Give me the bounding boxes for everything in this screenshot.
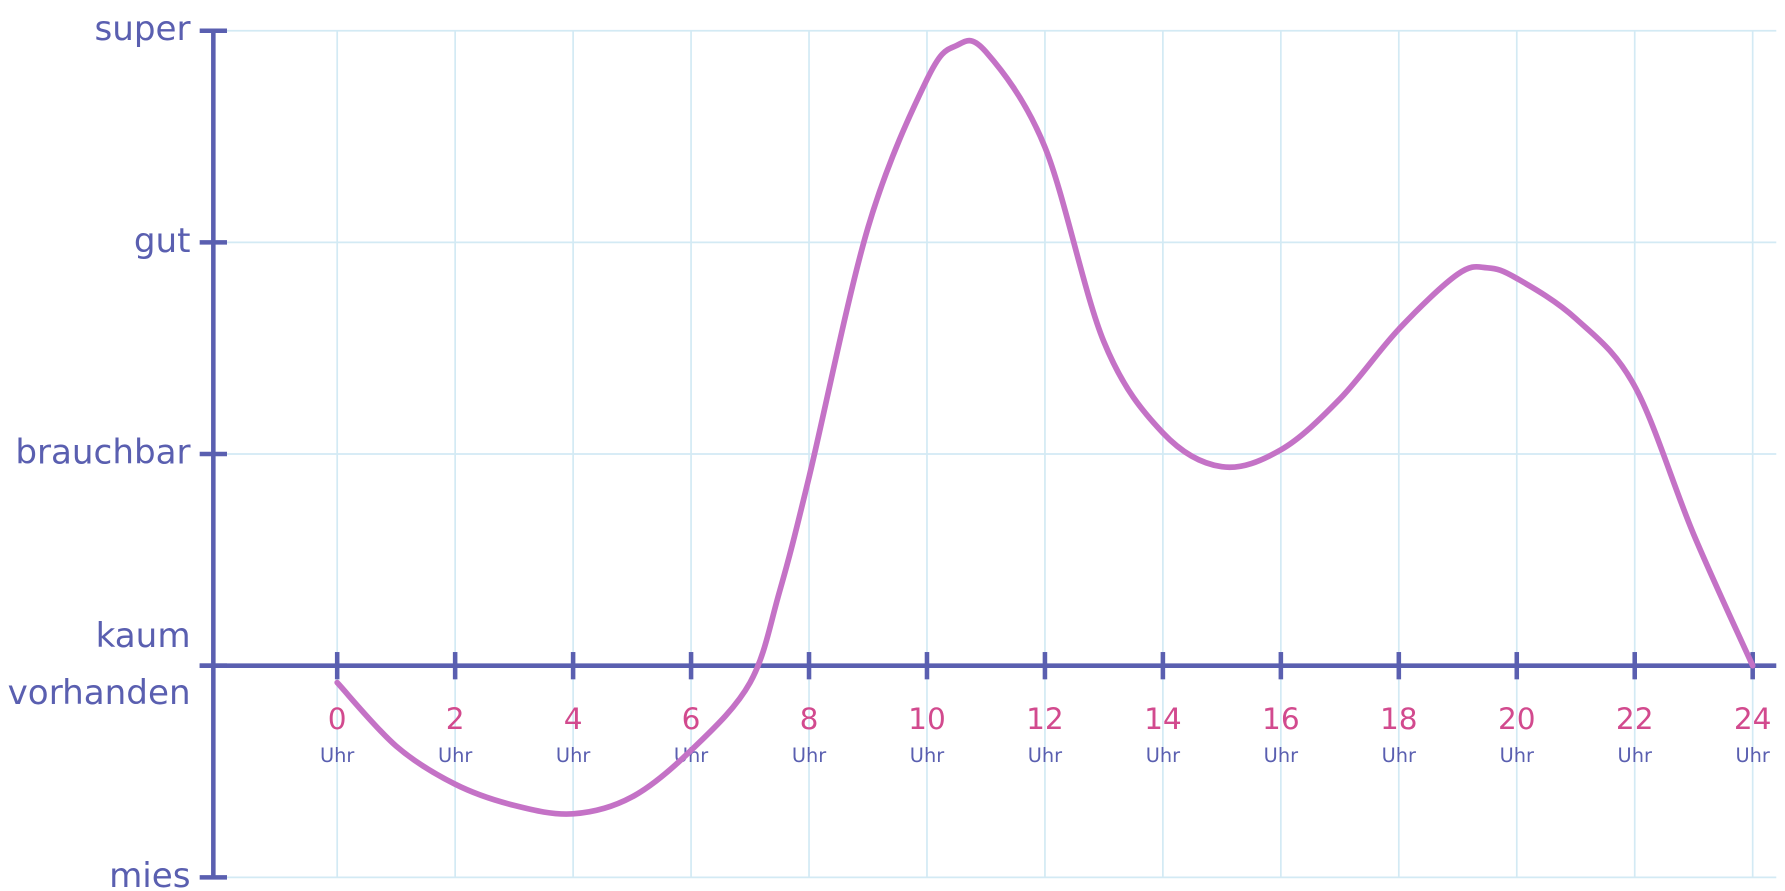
x-unit-label: Uhr <box>320 744 354 767</box>
x-tick-label: 0 <box>328 702 347 736</box>
x-unit-label: Uhr <box>1382 744 1416 767</box>
y-tick-label: super <box>94 9 191 49</box>
chart: mies kaum vorhanden brauchbar gut super 0 Uhr 2… <box>0 0 1785 891</box>
y-tick-label: kaum vorhanden <box>0 616 191 713</box>
x-tick-label: 12 <box>1026 702 1064 736</box>
x-tick-label: 18 <box>1380 702 1418 736</box>
x-tick-label: 24 <box>1734 702 1772 736</box>
x-unit-label: Uhr <box>1264 744 1298 767</box>
x-unit-label: Uhr <box>438 744 472 767</box>
x-tick-label: 22 <box>1616 702 1654 736</box>
x-unit-label: Uhr <box>1028 744 1062 767</box>
x-tick-label: 16 <box>1262 702 1300 736</box>
x-tick-label: 14 <box>1144 702 1182 736</box>
x-unit-label: Uhr <box>910 744 944 767</box>
x-tick-label: 8 <box>800 702 819 736</box>
y-tick-label: mies <box>109 856 191 891</box>
page: {"chart_data": { "type": "line", "x": [0… <box>0 0 1785 891</box>
x-tick-label: 10 <box>908 702 946 736</box>
x-tick-label: 4 <box>564 702 583 736</box>
x-unit-label: Uhr <box>556 744 590 767</box>
x-unit-label: Uhr <box>1500 744 1534 767</box>
x-unit-label: Uhr <box>1736 744 1770 767</box>
x-tick-label: 2 <box>446 702 465 736</box>
y-tick-label: brauchbar <box>15 433 191 473</box>
y-tick-label: gut <box>134 221 191 261</box>
x-unit-label: Uhr <box>1618 744 1652 767</box>
x-unit-label: Uhr <box>1146 744 1180 767</box>
x-unit-label: Uhr <box>792 744 826 767</box>
x-tick-label: 20 <box>1498 702 1536 736</box>
x-tick-label: 6 <box>682 702 701 736</box>
